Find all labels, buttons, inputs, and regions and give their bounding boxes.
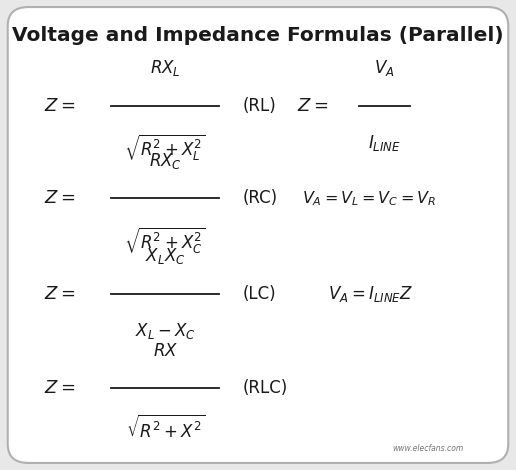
Text: (RLC): (RLC)	[243, 379, 288, 397]
Text: $RX_L$: $RX_L$	[150, 58, 181, 78]
Text: $Z =$: $Z =$	[44, 285, 75, 303]
Text: $\sqrt{R^2 + X^2}$: $\sqrt{R^2 + X^2}$	[125, 415, 205, 442]
Text: $X_L - X_C$: $X_L - X_C$	[135, 321, 196, 341]
Text: $X_L X_C$: $X_L X_C$	[145, 246, 185, 266]
Text: $Z =$: $Z =$	[44, 189, 75, 207]
Text: $RX_C$: $RX_C$	[149, 151, 182, 171]
Text: $V_A = V_L = V_C = V_R$: $V_A = V_L = V_C = V_R$	[302, 189, 437, 208]
Text: $\sqrt{R^2 + X_L^2}$: $\sqrt{R^2 + X_L^2}$	[124, 133, 206, 163]
FancyBboxPatch shape	[8, 7, 508, 463]
Text: Voltage and Impedance Formulas (Parallel): Voltage and Impedance Formulas (Parallel…	[12, 26, 504, 45]
Text: $RX$: $RX$	[153, 343, 178, 360]
Text: (RC): (RC)	[243, 189, 278, 207]
Text: $V_A = I_{LINE}Z$: $V_A = I_{LINE}Z$	[328, 284, 413, 304]
Text: $\sqrt{R^2 + X_C^2}$: $\sqrt{R^2 + X_C^2}$	[124, 226, 206, 256]
Text: $I_{LINE}$: $I_{LINE}$	[368, 133, 401, 153]
Text: www.elecfans.com: www.elecfans.com	[393, 444, 464, 454]
Text: (RL): (RL)	[243, 97, 276, 115]
Text: (LC): (LC)	[243, 285, 276, 303]
Text: $Z =$: $Z =$	[44, 97, 75, 115]
Text: $Z =$: $Z =$	[297, 97, 328, 115]
Text: $V_A$: $V_A$	[374, 58, 395, 78]
Text: $Z =$: $Z =$	[44, 379, 75, 397]
